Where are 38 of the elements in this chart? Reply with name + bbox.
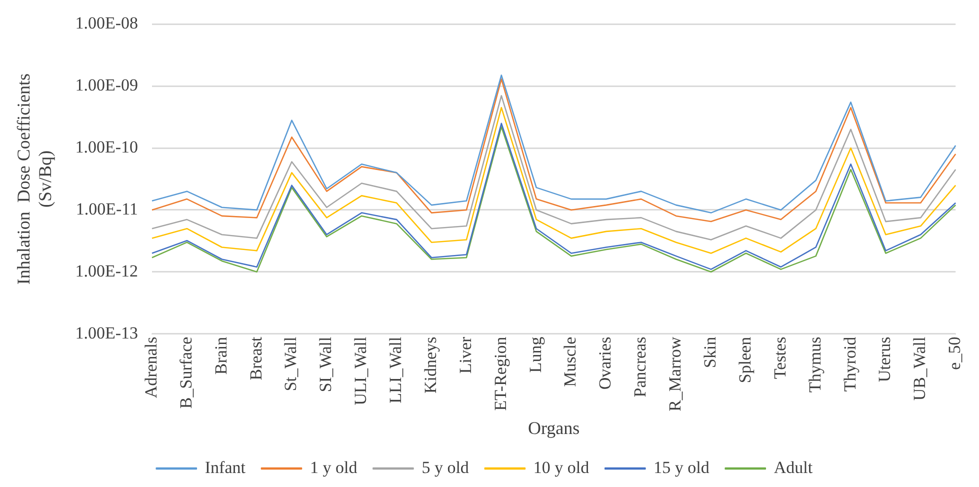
x-tick-label: Lung [526, 336, 545, 373]
x-tick-label: UB_Wall [910, 336, 930, 401]
x-tick-label: ULI_Wall [351, 336, 370, 406]
legend-label: Infant [204, 458, 246, 477]
legend-label: 5 y old [422, 458, 470, 477]
x-tick-label: Liver [456, 336, 475, 374]
x-tick-label: B_Surface [176, 336, 196, 409]
y-tick-label: 1.00E-09 [75, 76, 138, 95]
y-tick-label: 1.00E-08 [75, 14, 138, 33]
y-tick-label: 1.00E-12 [75, 261, 138, 280]
x-tick-label: Uterus [875, 336, 894, 382]
x-tick-label: Breast [246, 336, 266, 380]
x-tick-label: SI_Wall [316, 336, 336, 392]
x-tick-label: St_Wall [281, 336, 300, 392]
x-tick-label: Muscle [560, 336, 580, 387]
y-tick-label: 1.00E-13 [75, 323, 138, 342]
x-tick-label: Thyroid [840, 336, 860, 392]
x-tick-label: Thymus [805, 336, 824, 393]
x-tick-label: Pancreas [630, 336, 650, 398]
y-axis-title: Inhalation Dose Coefficients (Sv/Bq) [14, 73, 56, 285]
legend-label: 15 y old [654, 458, 710, 477]
x-tick-label: Ovaries [596, 336, 615, 390]
x-tick-label: R_Marrow [666, 336, 685, 412]
legend-label: Adult [774, 458, 813, 477]
legend-label: 10 y old [533, 458, 590, 477]
x-tick-label: Adrenals [141, 336, 160, 398]
legend-label: 1 y old [310, 458, 358, 477]
y-tick-label: 1.00E-11 [76, 199, 138, 218]
x-tick-label: Skin [700, 336, 720, 368]
x-tick-label: Testes [770, 336, 790, 380]
x-tick-label: LLI_Wall [386, 336, 406, 404]
y-tick-label: 1.00E-10 [75, 138, 138, 157]
x-axis-title: Organs [528, 418, 580, 438]
x-tick-label: Brain [211, 336, 230, 375]
x-tick-label: Kidneys [420, 336, 440, 394]
x-tick-label: ET-Region [490, 336, 510, 411]
x-tick-label: Spleen [735, 336, 754, 384]
x-tick-label: e_50 [945, 336, 964, 370]
